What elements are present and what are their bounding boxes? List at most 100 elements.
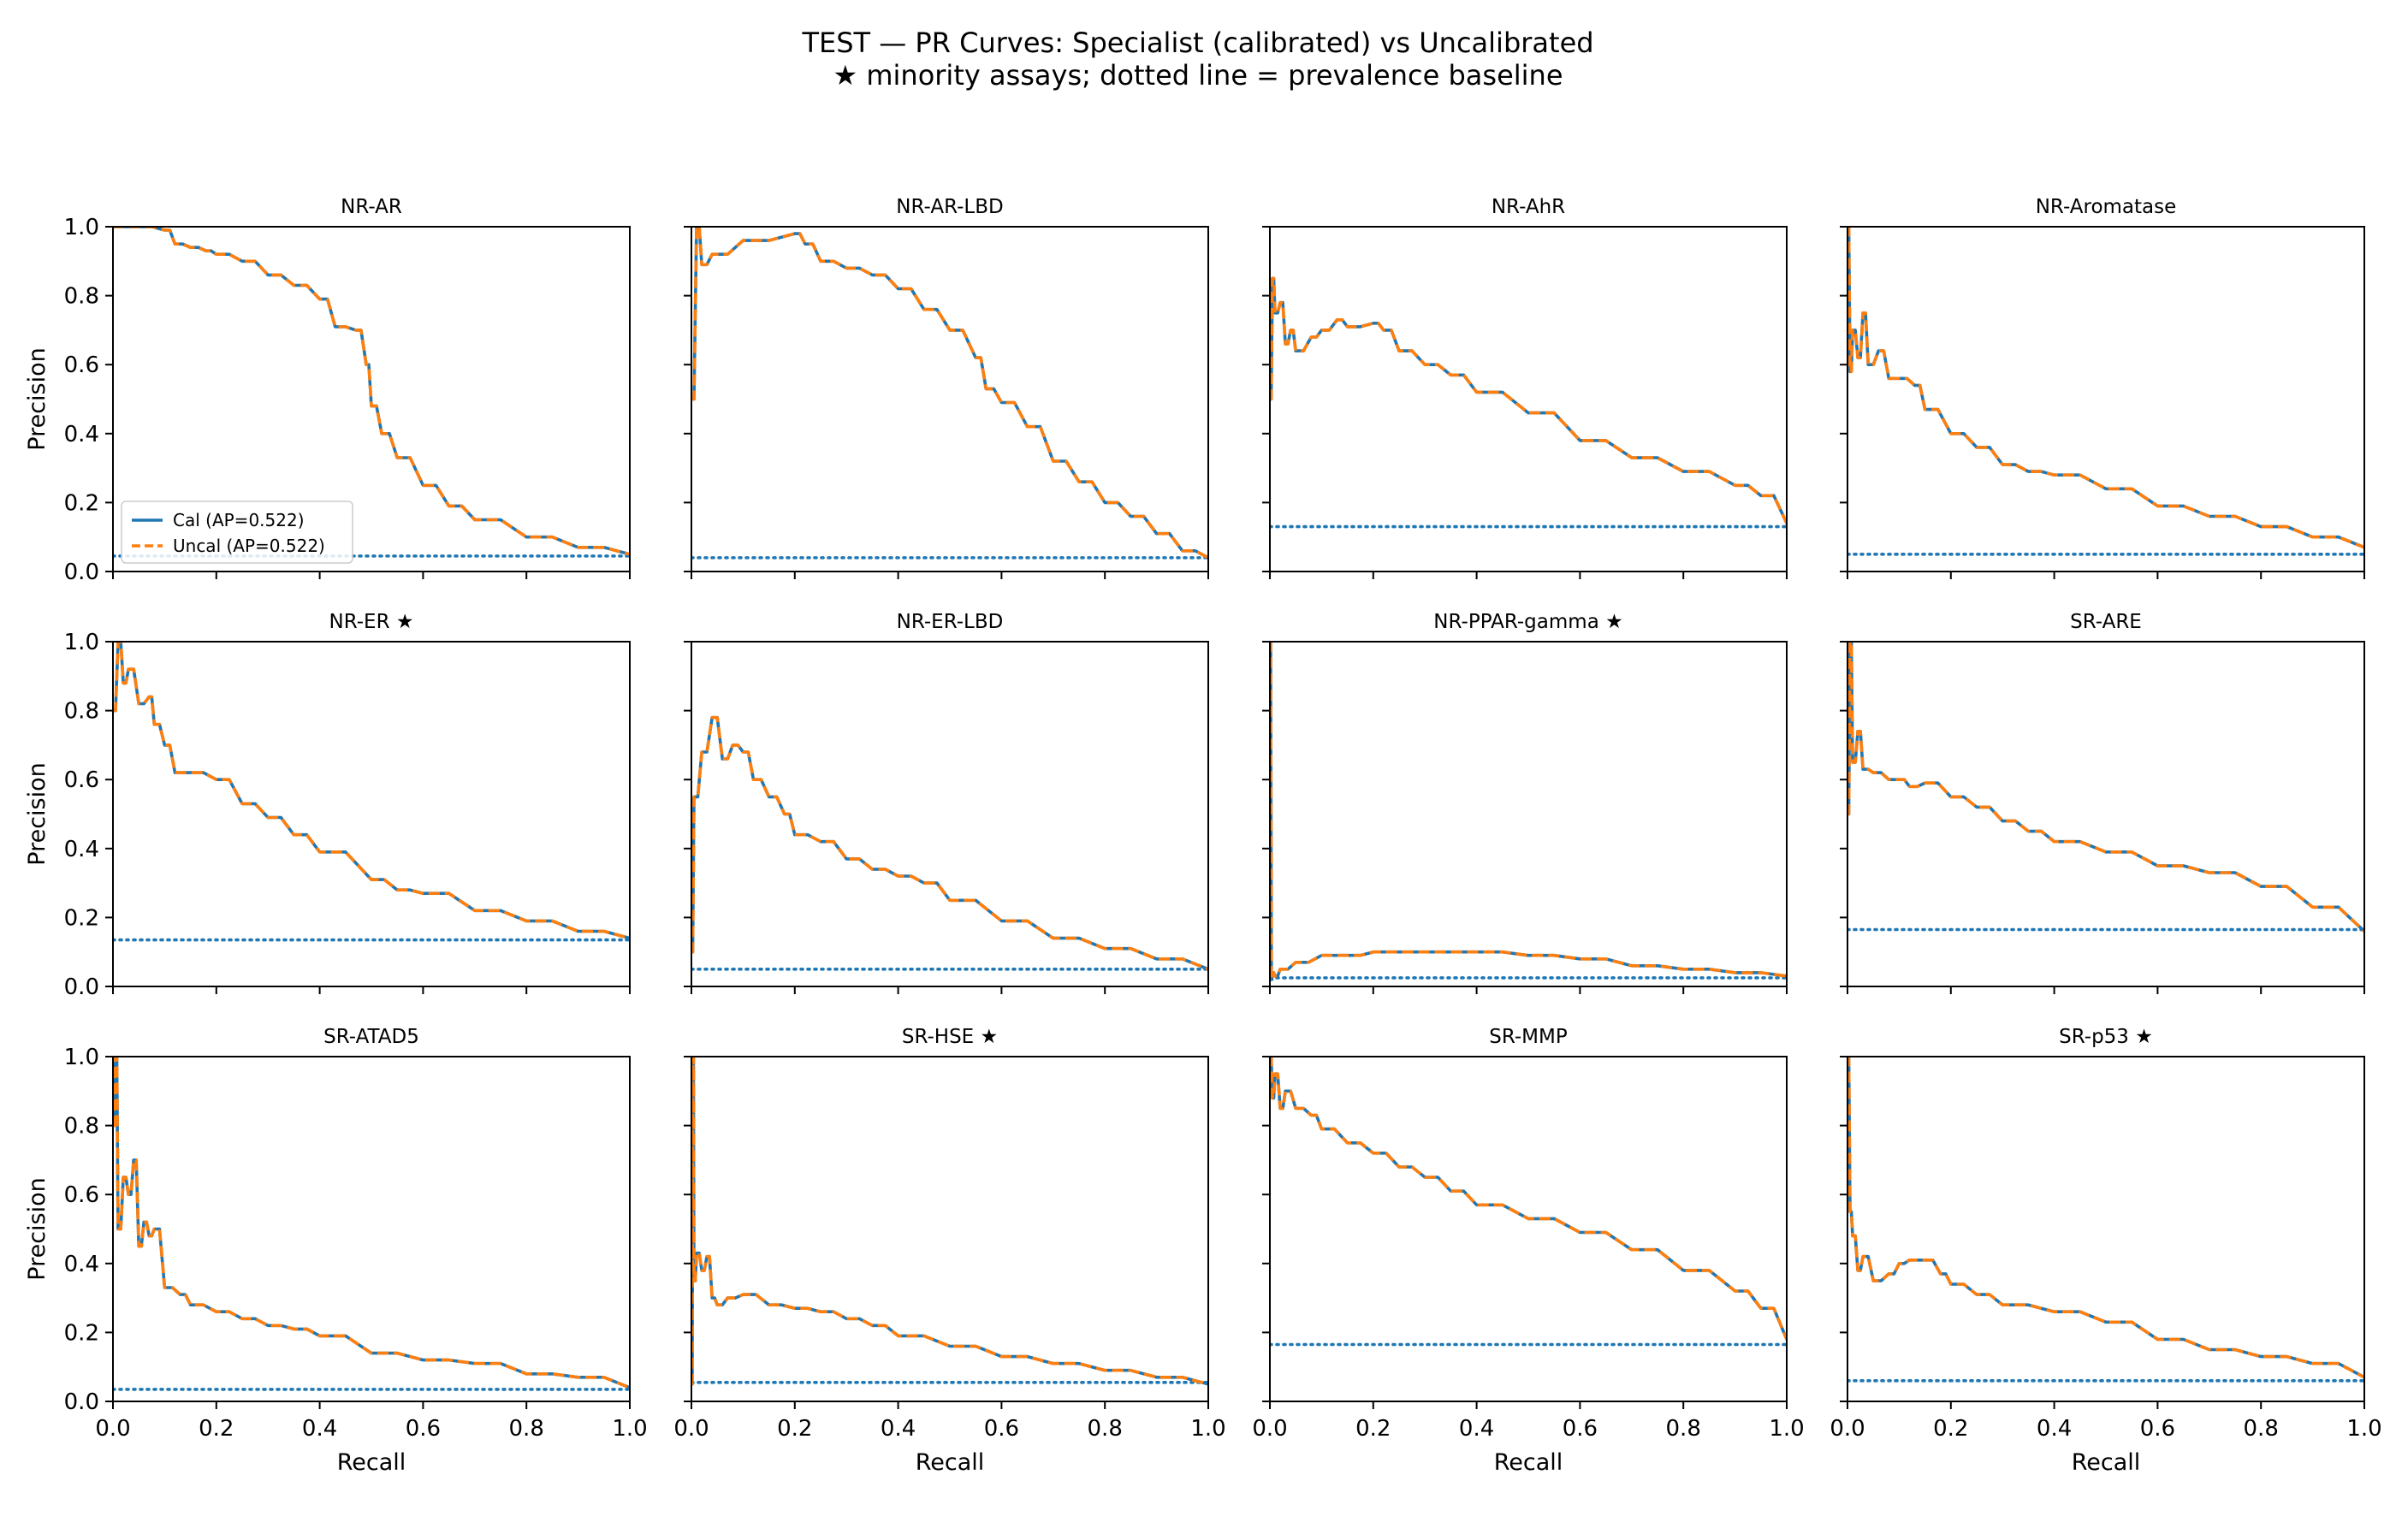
panels-grid: NR-AR 0.0 0.2 0.4 0.6 0.8 1.0 Precision Cal (AP=… xyxy=(24,196,2382,1476)
panel-3: NR-Aromatase xyxy=(1840,196,2365,579)
legend-entry: Cal (AP=0.522) xyxy=(173,510,305,530)
cal-series-line xyxy=(691,1057,1208,1386)
panel-title: NR-AhR xyxy=(1492,196,1565,218)
x-tick-label: 0.0 xyxy=(95,1416,130,1442)
uncal-series-line xyxy=(1270,642,1787,981)
y-tick-label: 0.6 xyxy=(64,767,99,793)
y-tick-label: 0.2 xyxy=(64,490,99,516)
panel-title: NR-AR xyxy=(341,196,402,218)
cal-series-line xyxy=(1847,227,2364,549)
panel-title: SR-MMP xyxy=(1489,1026,1568,1048)
x-tick-label: 0.4 xyxy=(302,1416,337,1442)
axes-frame xyxy=(1847,1056,2365,1402)
cal-series-line xyxy=(1270,642,1787,981)
panel-title: NR-ER-LBD xyxy=(897,611,1004,633)
x-tick-label: 0.2 xyxy=(1355,1416,1391,1442)
uncal-series-line xyxy=(691,227,1208,560)
x-tick-label: 0.6 xyxy=(406,1416,441,1442)
figure-title-line2: ★ minority assays; dotted line = prevale… xyxy=(833,59,1563,92)
panel-title: NR-PPAR-gamma ★ xyxy=(1433,611,1622,633)
uncal-series-line xyxy=(113,227,630,556)
x-tick-label: 1.0 xyxy=(612,1416,647,1442)
x-tick-label: 1.0 xyxy=(1190,1416,1225,1442)
y-tick-label: 0.2 xyxy=(64,1320,99,1346)
x-tick-label: 0.2 xyxy=(1933,1416,1968,1442)
uncal-series-line xyxy=(113,642,630,940)
panel-6: NR-PPAR-gamma ★ xyxy=(1262,611,1788,994)
panel-title: NR-ER ★ xyxy=(329,611,414,633)
cal-series-line xyxy=(691,715,1208,971)
x-tick-label: 0.4 xyxy=(1459,1416,1494,1442)
y-tick-label: 1.0 xyxy=(64,215,99,240)
x-tick-label: 0.8 xyxy=(1666,1416,1701,1442)
uncal-series-line xyxy=(691,715,1208,971)
cal-series-line xyxy=(691,227,1208,560)
axes-frame xyxy=(1269,1056,1788,1402)
y-tick-label: 0.0 xyxy=(64,560,99,585)
y-tick-label: 0.4 xyxy=(64,837,99,862)
x-tick-label: 1.0 xyxy=(1769,1416,1804,1442)
panel-5: NR-ER-LBD xyxy=(684,611,1209,994)
y-tick-label: 0.8 xyxy=(64,699,99,725)
y-tick-label: 1.0 xyxy=(64,630,99,655)
panel-title: SR-ARE xyxy=(2070,611,2142,633)
y-tick-label: 0.6 xyxy=(64,352,99,378)
cal-series-line xyxy=(1847,1057,2364,1379)
y-tick-label: 0.8 xyxy=(64,1114,99,1140)
panel-title: SR-HSE ★ xyxy=(902,1026,998,1048)
axes-frame xyxy=(691,1056,1209,1402)
x-axis-label: Recall xyxy=(2072,1449,2141,1476)
panel-7: SR-ARE xyxy=(1840,611,2365,994)
x-tick-label: 0.2 xyxy=(777,1416,812,1442)
cal-series-line xyxy=(113,1057,630,1389)
uncal-series-line xyxy=(113,1057,630,1389)
y-tick-label: 1.0 xyxy=(64,1045,99,1070)
panel-title: SR-p53 ★ xyxy=(2059,1026,2153,1048)
y-axis-label: Precision xyxy=(24,762,50,865)
x-tick-label: 0.4 xyxy=(881,1416,916,1442)
axes-frame xyxy=(1847,226,2365,572)
uncal-series-line xyxy=(1270,276,1787,524)
uncal-series-line xyxy=(1847,227,2364,549)
y-tick-label: 0.8 xyxy=(64,284,99,310)
y-axis-label: Precision xyxy=(24,347,50,450)
x-tick-label: 0.4 xyxy=(2037,1416,2072,1442)
axes-frame xyxy=(1269,641,1788,987)
axes-frame xyxy=(112,641,631,987)
cal-series-line xyxy=(113,642,630,940)
panel-1: NR-AR-LBD xyxy=(684,196,1209,579)
figure-title-line1: TEST — PR Curves: Specialist (calibrated… xyxy=(801,27,1593,59)
y-tick-label: 0.2 xyxy=(64,905,99,931)
uncal-series-line xyxy=(1847,642,2364,933)
x-tick-label: 0.6 xyxy=(1563,1416,1598,1442)
axes-frame xyxy=(1847,641,2365,987)
x-tick-label: 0.0 xyxy=(1830,1416,1865,1442)
uncal-series-line xyxy=(691,1057,1208,1386)
x-tick-label: 0.0 xyxy=(673,1416,709,1442)
x-tick-label: 1.0 xyxy=(2346,1416,2381,1442)
x-tick-label: 0.2 xyxy=(199,1416,234,1442)
x-axis-label: Recall xyxy=(337,1449,406,1476)
x-axis-label: Recall xyxy=(916,1449,985,1476)
panel-8: SR-ATAD5 0.00.0 0.2 0.2 0.4 0.4 0.6 0.6 0.8 0.8 1.… xyxy=(24,1026,648,1476)
cal-series-line xyxy=(1270,1057,1787,1342)
x-tick-label: 0.0 xyxy=(1252,1416,1287,1442)
panel-4: NR-ER ★ 0.0 0.2 0.4 0.6 0.8 1.0 Precision xyxy=(24,611,631,1000)
uncal-series-line xyxy=(1847,1057,2364,1379)
y-tick-label: 0.0 xyxy=(64,1389,99,1415)
panel-2: NR-AhR xyxy=(1262,196,1788,579)
y-tick-label: 0.0 xyxy=(64,974,99,1000)
panel-title: SR-ATAD5 xyxy=(323,1026,419,1048)
legend-box xyxy=(121,500,353,564)
y-tick-label: 0.4 xyxy=(64,1252,99,1277)
panel-title: NR-Aromatase xyxy=(2036,196,2177,218)
panel-0: NR-AR 0.0 0.2 0.4 0.6 0.8 1.0 Precision Cal (AP=… xyxy=(24,196,631,585)
y-tick-label: 0.6 xyxy=(64,1182,99,1208)
uncal-series-line xyxy=(1270,1057,1787,1341)
axes-frame xyxy=(691,641,1209,987)
axes-frame xyxy=(112,1056,631,1402)
panel-11: SR-p53 ★ 0.0 0.2 0.4 0.6 0.8 1.0 Recall xyxy=(1830,1026,2381,1476)
axes-frame xyxy=(691,226,1209,572)
x-tick-label: 0.6 xyxy=(2140,1416,2175,1442)
